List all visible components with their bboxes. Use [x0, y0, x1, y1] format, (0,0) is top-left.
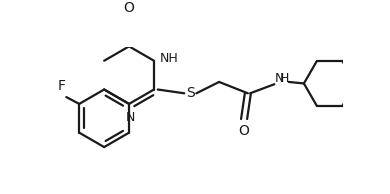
Text: H: H	[280, 72, 289, 85]
Text: O: O	[124, 1, 135, 15]
Text: N: N	[126, 112, 135, 125]
Text: NH: NH	[160, 52, 179, 65]
Text: F: F	[58, 79, 66, 93]
Text: O: O	[239, 124, 250, 138]
Text: S: S	[186, 86, 195, 100]
Text: N: N	[274, 72, 284, 85]
